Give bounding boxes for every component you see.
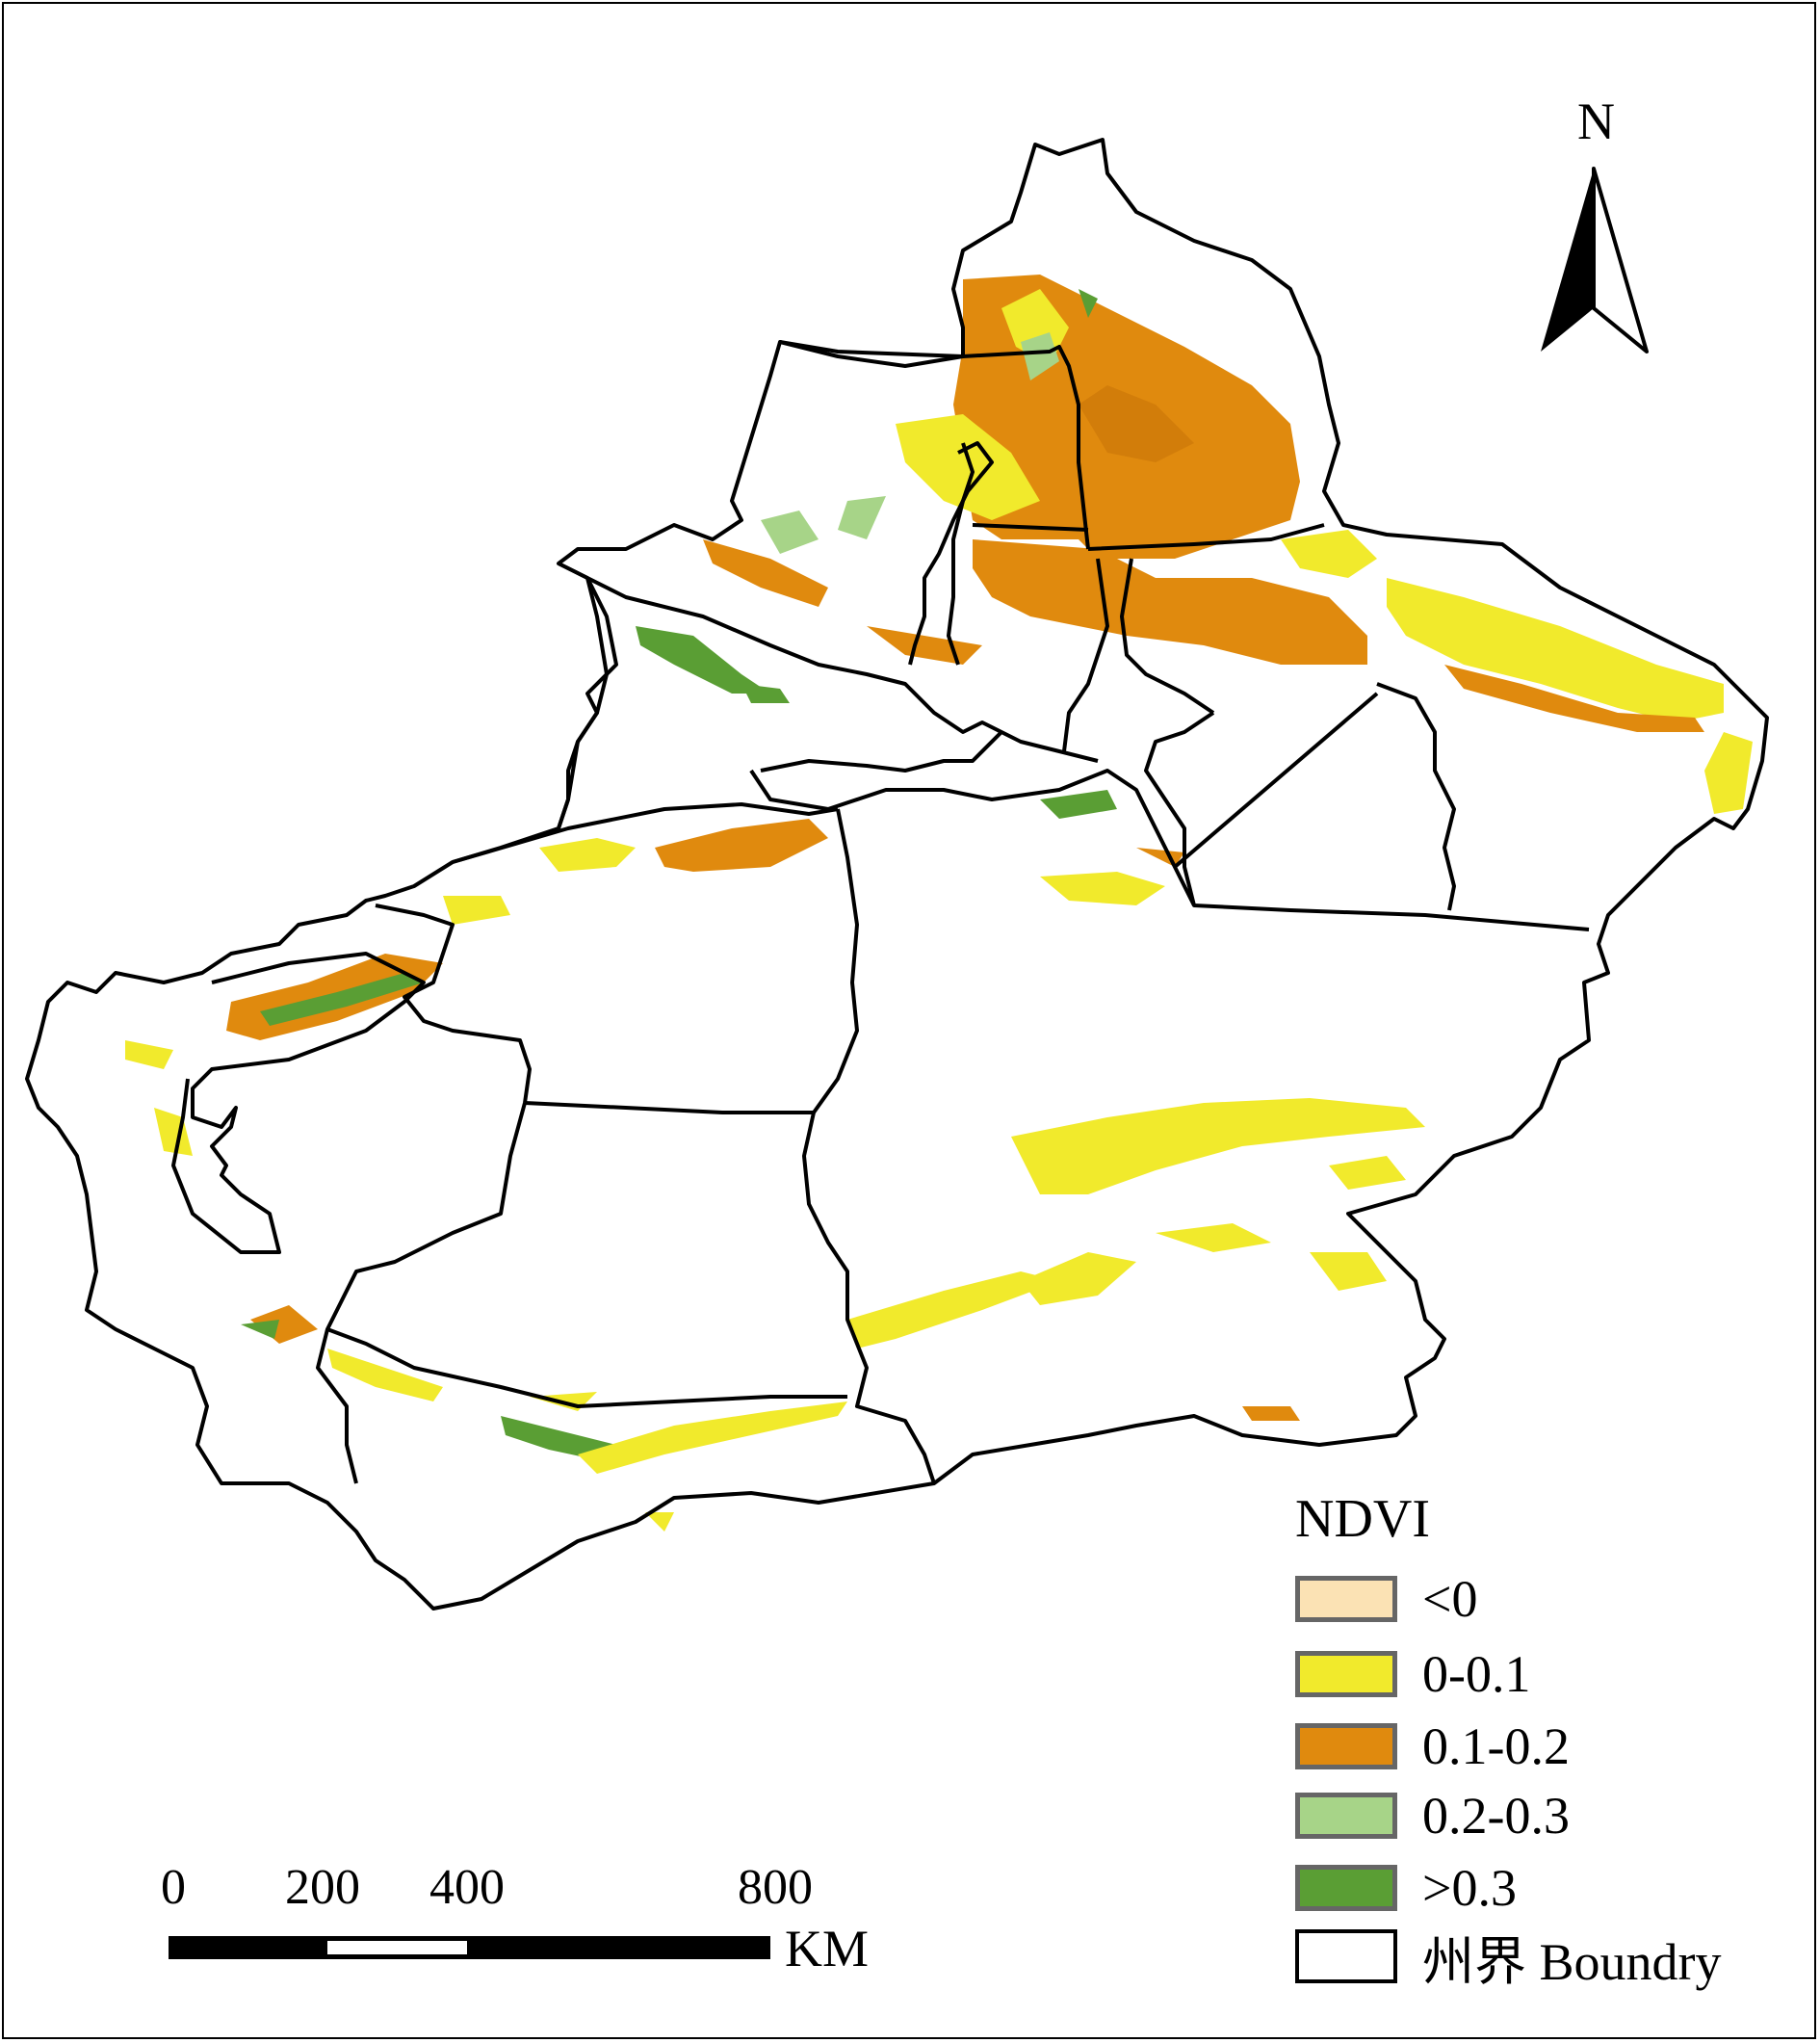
- ndvi-patch-west-green: [636, 626, 770, 694]
- legend-item-0.2-0.3: 0.2-0.3: [1295, 1787, 1570, 1845]
- boundary-shihezi: [1062, 558, 1109, 752]
- ndvi-patch-central-orange: [973, 539, 1367, 665]
- ndvi-patch-south-belt-7: [250, 1305, 318, 1344]
- legend-item-gt0.3: >0.3: [1295, 1859, 1517, 1917]
- ndvi-patch-yellow-3: [1281, 530, 1377, 578]
- ndvi-patch-south-belt-6: [1310, 1252, 1387, 1291]
- legend-swatch-boundary: [1295, 1929, 1397, 1983]
- scale-segment-2: [323, 1936, 472, 1959]
- ndvi-patch-east-band: [1387, 578, 1724, 722]
- boundary-inner-lake: [908, 441, 994, 666]
- scale-unit: KM: [785, 1920, 870, 1978]
- legend-item-lt0: <0: [1295, 1570, 1478, 1628]
- boundary-shihezi-2: [1120, 558, 1215, 715]
- ndvi-patch-south-belt-8: [241, 1320, 279, 1339]
- ndvi-patch-orange-2: [1079, 385, 1194, 462]
- ndvi-patch-west-green-2: [761, 511, 819, 554]
- legend-label-0.1-0.2: 0.1-0.2: [1422, 1717, 1570, 1775]
- legend-label-boundary: 州界 Boundry: [1422, 1932, 1722, 1991]
- ndvi-patch-sw-belt-5: [154, 1108, 193, 1156]
- ndvi-patch-sw-belt-4: [125, 1040, 173, 1069]
- boundary-turpan: [1173, 692, 1379, 869]
- boundary-karamay-2: [972, 523, 1089, 532]
- boundary-kizilsu: [171, 952, 426, 1254]
- legend-item-0.1-0.2: 0.1-0.2: [1295, 1717, 1570, 1775]
- legend-label-lt0: <0: [1422, 1570, 1478, 1628]
- outer-boundary: [25, 138, 1769, 1611]
- boundary-tacheng-top: [779, 340, 964, 358]
- legend-swatch-0.2-0.3: [1295, 1793, 1397, 1839]
- legend-swatch-lt0: [1295, 1576, 1397, 1622]
- ndvi-patch-sw-belt-2: [260, 973, 424, 1026]
- ndvi-patch-green-1: [1021, 332, 1059, 380]
- ndvi-patch-yellow-1: [896, 414, 1040, 520]
- boundary-kashgar-south: [316, 1102, 527, 1484]
- scale-segment-1: [169, 1936, 323, 1959]
- ndvi-patch-sw-belt-3: [443, 896, 510, 925]
- ndvi-patch-west-dkgreen: [741, 684, 790, 703]
- ndvi-patch-tianshan-1: [655, 819, 828, 872]
- ndvi-patch-tianshan-3: [1040, 790, 1117, 819]
- ndvi-patch-east-orange: [1444, 665, 1704, 732]
- boundary-kashgar-north: [375, 904, 532, 1104]
- ndvi-patch-mid-orange: [867, 626, 982, 665]
- ndvi-patches: [125, 275, 1753, 1532]
- scale-tick-800: 800: [738, 1860, 813, 1915]
- boundary-karamay: [947, 442, 975, 666]
- ndvi-patch-west-orange: [703, 539, 828, 607]
- ndvi-patch-green-2: [838, 496, 886, 539]
- ndvi-patch-south-belt-4: [1156, 1223, 1271, 1252]
- boundary-aksu-north: [452, 802, 839, 864]
- north-label: N: [1577, 92, 1615, 150]
- ndvi-patch-tianshan-2: [539, 838, 636, 872]
- ndvi-patch-south-belt-9: [327, 1349, 443, 1401]
- legend-label-0-0.1: 0-0.1: [1422, 1645, 1531, 1703]
- scale-tick-400: 400: [429, 1860, 505, 1915]
- ndvi-patch-south-belt-14: [645, 1512, 674, 1532]
- ndvi-patch-south-belt-11: [578, 1401, 847, 1474]
- ndvi-patch-south-belt-1: [1011, 1098, 1425, 1194]
- boundary-hotan-east: [802, 1112, 936, 1484]
- boundary-altay-south: [1087, 523, 1325, 551]
- scale-segment-3: [472, 1936, 770, 1959]
- ndvi-patch-east-tail: [1704, 732, 1753, 814]
- boundary-aksu-east: [812, 808, 859, 1114]
- legend-swatch-0-0.1: [1295, 1651, 1397, 1697]
- boundary-hami: [1376, 682, 1456, 911]
- legend-label-gt0.3: >0.3: [1422, 1859, 1517, 1917]
- legend-title: NDVI: [1295, 1489, 1430, 1549]
- ndvi-patch-south-belt-3: [1021, 1252, 1136, 1305]
- boundary-lines: [25, 138, 1769, 1611]
- boundary-aksu-south: [524, 1101, 814, 1114]
- ndvi-patch-tianshan-4: [1040, 872, 1165, 905]
- ndvi-patch-south-belt-13: [1242, 1406, 1300, 1421]
- scale-tick-200: 200: [285, 1860, 360, 1915]
- boundary-altay-tacheng: [962, 345, 1090, 550]
- boundary-ili-north: [558, 562, 1099, 763]
- legend-item-boundary: 州界 Boundry: [1295, 1929, 1722, 1991]
- boundary-hotan-west: [326, 1327, 847, 1408]
- boundary-ili-west: [557, 577, 609, 829]
- legend-item-0-0.1: 0-0.1: [1295, 1645, 1531, 1703]
- north-arrow-icon: [1536, 164, 1651, 361]
- ndvi-patch-south-belt-2: [847, 1271, 1059, 1349]
- ndvi-patch-green-3: [1079, 289, 1098, 318]
- boundary-bayingol-north: [749, 769, 1590, 931]
- scale-tick-0: 0: [161, 1860, 186, 1915]
- legend-label-0.2-0.3: 0.2-0.3: [1422, 1787, 1570, 1845]
- legend-swatch-gt0.3: [1295, 1865, 1397, 1911]
- ndvi-patch-south-belt-5: [1329, 1156, 1406, 1190]
- boundary-ili-south: [760, 730, 1003, 773]
- legend-swatch-0.1-0.2: [1295, 1723, 1397, 1769]
